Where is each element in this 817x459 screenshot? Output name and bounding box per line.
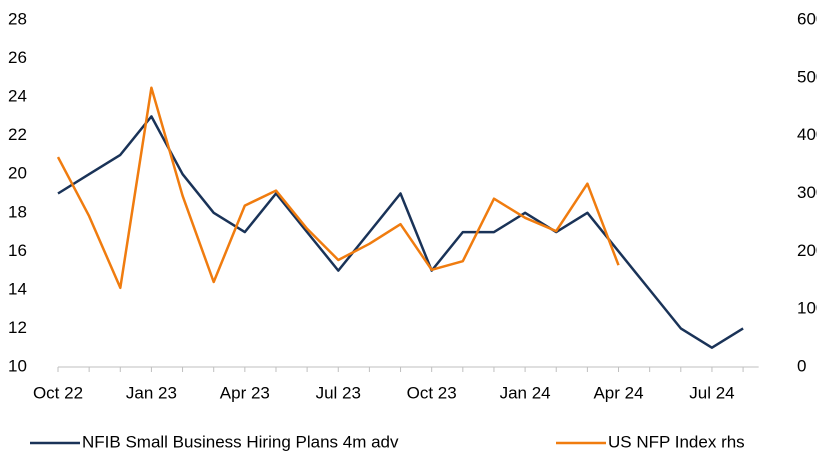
y-tick-label: 18 [8,202,27,221]
x-tick-label: Jan 23 [126,383,177,402]
y-tick-label: 24 [8,87,27,106]
y2-tick-label: 600 [797,9,817,28]
y-tick-label: 14 [8,279,27,298]
series-line [57,115,744,349]
legend-label: US NFP Index rhs [608,432,745,451]
x-tick-label: Oct 22 [33,383,83,402]
x-tick-label: Jan 24 [500,383,551,402]
y2-tick-label: 500 [797,67,817,86]
legend-label: NFIB Small Business Hiring Plans 4m adv [82,432,399,451]
y-tick-label: 22 [8,125,27,144]
y2-tick-label: 100 [797,299,817,318]
y2-tick-label: 200 [797,241,817,260]
y-tick-label: 16 [8,241,27,260]
y2-tick-label: 400 [797,125,817,144]
y-tick-label: 26 [8,48,27,67]
y-tick-label: 10 [8,356,27,375]
y-tick-label: 28 [8,9,27,28]
series-line [56,86,620,290]
y-tick-label: 20 [8,164,27,183]
y2-tick-label: 300 [797,183,817,202]
x-tick-label: Jul 23 [316,383,361,402]
x-tick-label: Oct 23 [407,383,457,402]
x-tick-label: Jul 24 [689,383,734,402]
x-tick-label: Apr 23 [220,383,270,402]
x-tick-label: Apr 24 [593,383,643,402]
y2-tick-label: 0 [797,356,806,375]
y-tick-label: 12 [8,318,27,337]
